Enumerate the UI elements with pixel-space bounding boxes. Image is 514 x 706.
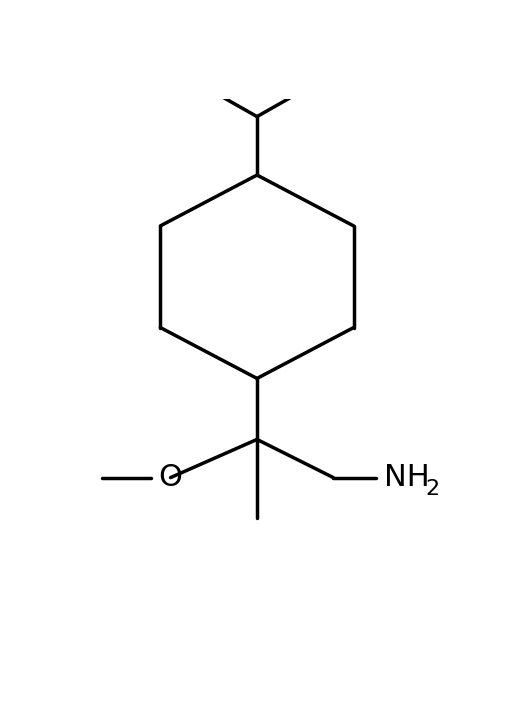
Text: 2: 2 <box>426 479 440 498</box>
Text: NH: NH <box>384 463 430 492</box>
Text: O: O <box>158 463 182 492</box>
